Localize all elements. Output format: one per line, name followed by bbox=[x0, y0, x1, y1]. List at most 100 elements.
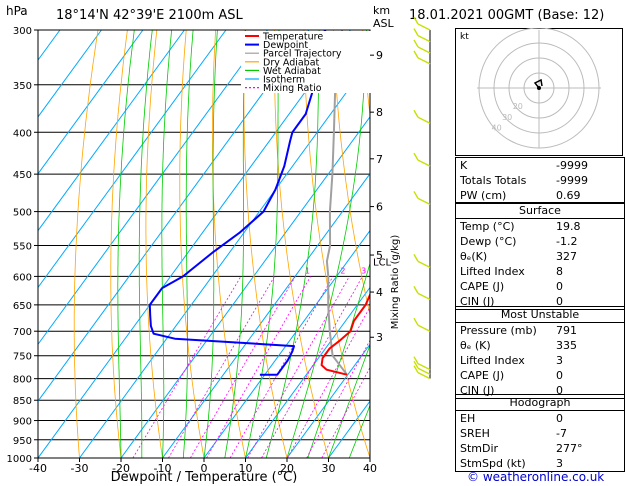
mixing-ratio-line bbox=[206, 276, 311, 458]
wind-barb-flag bbox=[413, 16, 419, 25]
most-unstable-value: 335 bbox=[556, 339, 577, 352]
hodograph-table-row: SREH -7 bbox=[456, 426, 624, 441]
mixing-ratio-label: 10 bbox=[431, 266, 441, 275]
pressure-tick-label: 400 bbox=[13, 128, 32, 139]
hodograph-ring-label: 30 bbox=[502, 113, 512, 122]
isotherm-line bbox=[120, 116, 370, 458]
isotherm-line bbox=[38, 30, 351, 458]
wind-barb-shaft bbox=[417, 292, 431, 300]
surface-label: CIN (J) bbox=[460, 295, 495, 308]
hodograph-storm-point bbox=[537, 86, 541, 90]
hodograph-table-title: Hodograph bbox=[456, 395, 624, 411]
pressure-tick-label: 300 bbox=[13, 26, 32, 37]
mixing-ratio-label: 2 bbox=[340, 266, 345, 275]
most-unstable-value: 791 bbox=[556, 324, 577, 337]
wet-adiabat-line bbox=[203, 30, 218, 458]
wet-adiabat-line bbox=[161, 30, 172, 458]
pressure-tick-label: 550 bbox=[13, 241, 32, 252]
wind-barb-shaft bbox=[417, 159, 431, 167]
legend-entry: Parcel Trajectory bbox=[263, 49, 342, 60]
legend-entry: Wet Adiabat bbox=[263, 66, 321, 77]
pressure-tick-label: 800 bbox=[13, 375, 32, 386]
pressure-tick-label: 700 bbox=[13, 327, 32, 338]
pressure-tick-label: 500 bbox=[13, 208, 32, 219]
isotherm-line bbox=[162, 172, 370, 458]
isotherm-line bbox=[79, 59, 370, 458]
isotherm-line bbox=[38, 30, 102, 118]
isotherm-line bbox=[38, 30, 310, 402]
wind-barb bbox=[413, 109, 431, 124]
wind-barb bbox=[413, 286, 431, 300]
dry-adiabat-line bbox=[332, 30, 370, 317]
index-label: Totals Totals bbox=[460, 174, 527, 187]
surface-label: θₑ(K) bbox=[460, 250, 488, 263]
km-axis: 9 8 7 6 5 4 3 LCL bbox=[370, 49, 392, 344]
surface-label: Dewp (°C) bbox=[460, 235, 517, 248]
isotherm-line bbox=[203, 229, 370, 458]
most-unstable-label: Pressure (mb) bbox=[460, 324, 537, 337]
hodograph-table-row: StmDir 277° bbox=[456, 441, 624, 456]
wind-barb-flag bbox=[413, 191, 419, 199]
wind-barb-flag bbox=[413, 152, 419, 161]
wind-barb-flag bbox=[413, 39, 419, 48]
hodograph-kt-label: kt bbox=[460, 32, 469, 42]
most-unstable-row: CIN (J) 0 bbox=[456, 383, 624, 398]
legend-entry: Dry Adiabat bbox=[263, 57, 320, 68]
wind-barb-shaft bbox=[417, 46, 431, 54]
hodograph-table-label: SREH bbox=[460, 427, 490, 440]
mixing-ratio-line bbox=[321, 366, 370, 458]
surface-value: 19.8 bbox=[556, 220, 581, 233]
hodograph-table-label: StmSpd (kt) bbox=[460, 457, 526, 470]
parcel-trajectory-line bbox=[325, 30, 348, 376]
index-row: K -9999 bbox=[456, 158, 624, 173]
pressure-tick-label: 950 bbox=[13, 436, 32, 447]
index-value: -9999 bbox=[556, 174, 588, 187]
index-label: K bbox=[460, 159, 468, 172]
temperature-tick-label: 30 bbox=[322, 462, 336, 475]
hodograph-table-row: EH 0 bbox=[456, 411, 624, 426]
pressure-tick-label: 850 bbox=[13, 396, 32, 407]
wet-adiabat-line bbox=[307, 261, 370, 458]
surface-value: 8 bbox=[556, 265, 563, 278]
dry-adiabat-line bbox=[73, 30, 99, 458]
hodograph-table-value: 3 bbox=[556, 457, 563, 470]
most-unstable-label: θₑ (K) bbox=[460, 339, 491, 352]
wind-barb-shaft bbox=[417, 57, 431, 65]
most-unstable-row: Pressure (mb) 791 bbox=[456, 323, 624, 338]
dry-adiabat-line bbox=[110, 30, 128, 458]
pressure-tick-label: 900 bbox=[13, 417, 32, 428]
temperature-tick-label: 20 bbox=[280, 462, 294, 475]
mixing-ratio-line bbox=[287, 306, 370, 458]
index-row: Totals Totals -9999 bbox=[456, 173, 624, 188]
most-unstable-title: Most Unstable bbox=[456, 307, 624, 323]
km-tick-label: 5 bbox=[376, 249, 383, 262]
hodograph-table-row: StmSpd (kt) 3 bbox=[456, 456, 624, 471]
wind-barb-flag bbox=[413, 109, 419, 118]
temperature-tick-label: -30 bbox=[71, 462, 89, 475]
plot-frame bbox=[37, 29, 371, 459]
wet-adiabat-line bbox=[286, 30, 367, 458]
legend-entry: Temperature bbox=[262, 32, 323, 43]
km-tick-label: 8 bbox=[376, 106, 383, 119]
wind-barb-flag bbox=[413, 360, 419, 369]
dry-adiabat-line bbox=[145, 30, 163, 458]
surface-value: 0 bbox=[556, 280, 563, 293]
pressure-tick-label: 600 bbox=[13, 272, 32, 283]
wind-barb-flag bbox=[413, 50, 419, 59]
most-unstable-label: Lifted Index bbox=[460, 354, 525, 367]
wind-barb bbox=[413, 356, 431, 371]
wind-barb bbox=[413, 191, 431, 206]
most-unstable-panel: Most Unstable Pressure (mb) 791 θₑ (K) 335 L… bbox=[455, 306, 625, 399]
wind-barb-shaft bbox=[417, 197, 431, 206]
most-unstable-value: 0 bbox=[556, 369, 563, 382]
index-value: 0.69 bbox=[556, 189, 581, 202]
wind-barb bbox=[413, 365, 431, 380]
lcl-label: LCL bbox=[373, 257, 392, 268]
hodograph-table-label: EH bbox=[460, 412, 476, 425]
x-axis-label: Dewpoint / Temperature (°C) bbox=[111, 470, 298, 485]
legend-box bbox=[241, 31, 371, 93]
most-unstable-label: CIN (J) bbox=[460, 384, 495, 397]
wind-barb-shaft bbox=[417, 372, 431, 380]
wind-barb-flag bbox=[413, 254, 419, 262]
